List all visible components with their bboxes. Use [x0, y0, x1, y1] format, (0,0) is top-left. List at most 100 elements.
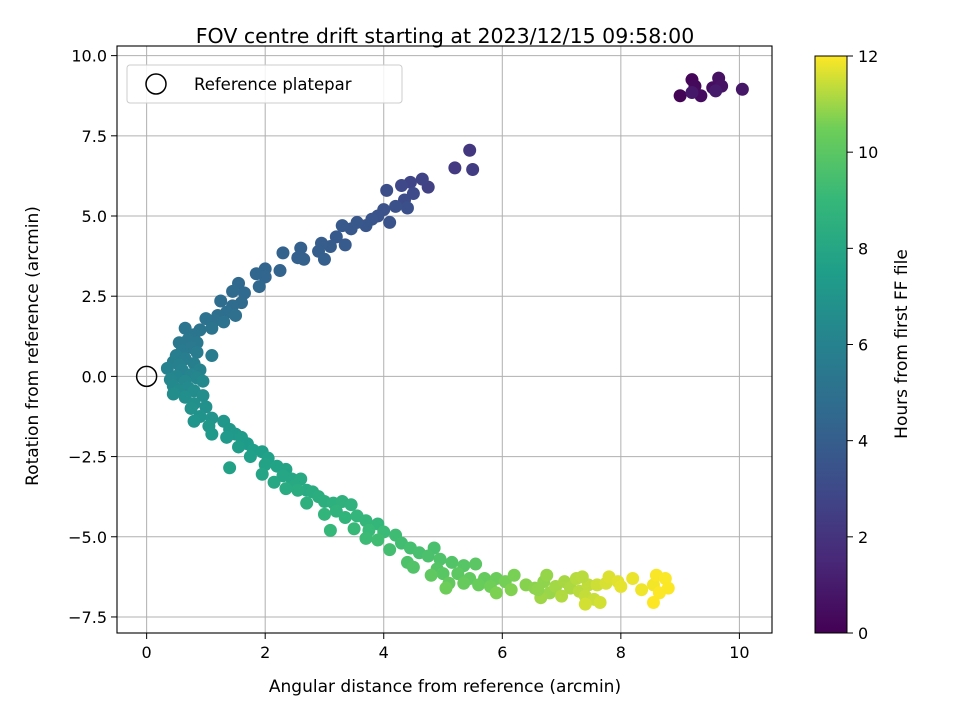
data-point	[555, 589, 569, 603]
data-point	[205, 321, 219, 335]
data-point	[451, 567, 465, 581]
data-point	[504, 583, 518, 597]
data-point	[593, 596, 607, 610]
x-tick-label: 2	[260, 643, 270, 662]
legend-box	[126, 64, 403, 104]
data-point	[217, 315, 231, 329]
data-point	[276, 246, 290, 260]
data-point	[249, 267, 263, 281]
data-point	[338, 238, 352, 252]
data-point	[531, 583, 545, 597]
data-point	[187, 414, 201, 428]
colorbar-tick-label: 4	[858, 432, 868, 451]
x-tick-label: 0	[142, 643, 152, 662]
data-point	[317, 507, 331, 521]
y-tick-label: 5.0	[82, 207, 107, 226]
data-point	[166, 387, 180, 401]
data-point	[709, 84, 723, 98]
data-point	[540, 568, 554, 582]
data-point	[273, 264, 287, 278]
data-point	[317, 252, 331, 266]
data-point	[578, 597, 592, 611]
data-point	[735, 82, 749, 96]
data-point	[190, 345, 204, 359]
legend-reference-marker	[145, 73, 167, 95]
y-tick-label: −2.5	[68, 448, 107, 467]
data-point	[160, 361, 174, 375]
data-point	[507, 568, 521, 582]
x-tick-label: 6	[497, 643, 507, 662]
data-point	[229, 308, 243, 322]
y-tick-label: 2.5	[82, 287, 107, 306]
data-point	[267, 475, 281, 489]
data-point	[344, 498, 358, 512]
data-point	[220, 430, 234, 444]
data-point	[421, 549, 435, 563]
data-point	[424, 568, 438, 582]
reference-platepar-marker	[135, 365, 158, 388]
x-tick-label: 10	[729, 643, 749, 662]
y-tick-label: 0.0	[82, 367, 107, 386]
x-tick-label: 4	[379, 643, 389, 662]
data-point	[472, 578, 486, 592]
data-point	[329, 230, 343, 244]
data-point	[685, 86, 699, 100]
colorbar-tick-label: 8	[858, 239, 868, 258]
colorbar-tick-label: 2	[858, 528, 868, 547]
data-point	[335, 219, 349, 233]
data-point	[291, 483, 305, 497]
data-point	[359, 531, 373, 545]
data-point	[347, 522, 361, 536]
data-point	[646, 596, 660, 610]
legend: Reference platepar	[126, 64, 403, 104]
data-point	[255, 467, 269, 481]
data-point	[205, 349, 219, 363]
data-point	[614, 579, 628, 593]
data-point	[448, 161, 462, 175]
data-point	[661, 581, 675, 595]
data-point	[196, 374, 210, 388]
legend-entry-reference-platepar: Reference platepar	[194, 75, 352, 94]
colorbar	[814, 55, 848, 634]
colorbar-ticks: 0 2 4 6 8 10 12	[847, 47, 878, 643]
data-point	[383, 215, 397, 229]
colorbar-tick-label: 10	[858, 143, 878, 162]
y-tick-label: −7.5	[68, 608, 107, 627]
x-tick-label: 8	[616, 643, 626, 662]
colorbar-label: Hours from first FF file	[892, 249, 912, 439]
y-tick-label: −5.0	[68, 528, 107, 547]
data-point	[436, 567, 450, 581]
data-point	[223, 461, 237, 475]
x-axis-ticks: 0 2 4 6 8 10	[142, 633, 750, 662]
data-point	[214, 294, 228, 308]
data-point	[184, 401, 198, 415]
x-axis-label: Angular distance from reference (arcmin)	[269, 677, 621, 697]
y-axis-ticks: 10.0 7.5 5.0 2.5 0.0 −2.5 −5.0 −7.5	[68, 47, 117, 627]
data-point	[226, 284, 240, 298]
data-point	[199, 400, 213, 414]
data-point	[279, 482, 293, 496]
data-point	[243, 450, 257, 464]
data-point	[439, 581, 453, 595]
data-point	[466, 162, 480, 176]
plot-area-frame	[116, 45, 773, 634]
grid-lines	[117, 46, 772, 633]
data-point	[457, 576, 471, 590]
data-point	[338, 511, 352, 525]
data-point	[205, 427, 219, 441]
data-point	[395, 179, 409, 193]
data-point	[199, 312, 213, 326]
data-point	[673, 89, 687, 103]
colorbar-tick-label: 12	[858, 47, 878, 66]
data-point	[300, 496, 314, 510]
y-tick-label: 7.5	[82, 127, 107, 146]
data-point	[196, 389, 210, 403]
data-point	[406, 560, 420, 574]
data-point	[635, 583, 649, 597]
data-points	[160, 71, 749, 611]
data-point	[232, 440, 246, 454]
data-point	[469, 557, 483, 571]
data-point	[575, 570, 589, 584]
chart-title: FOV centre drift starting at 2023/12/15 …	[196, 24, 695, 48]
